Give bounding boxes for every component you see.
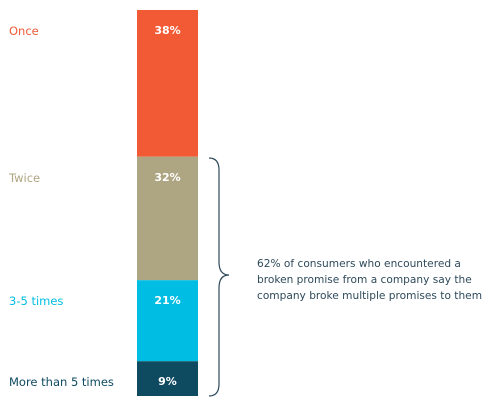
category-label-more-than-5-times: More than 5 times — [9, 375, 114, 390]
curly-brace-icon — [208, 157, 230, 397]
bar-segment-more-than-5-times — [137, 361, 198, 396]
value-label-3-5-times: 21% — [154, 294, 181, 308]
annotation-text: 62% of consumers who encountered a broke… — [257, 258, 483, 302]
category-label-3-5-times: 3-5 times — [9, 294, 64, 309]
stacked-bar — [137, 10, 198, 396]
category-label-twice: Twice — [9, 170, 41, 185]
category-label-once: Once — [9, 24, 39, 38]
bar-segment-once — [137, 10, 198, 157]
value-label-more-than-5-times: 9% — [158, 375, 177, 389]
value-label-once: 38% — [154, 24, 181, 37]
bar-segment-3-5-times — [137, 280, 198, 362]
bar-segment-twice — [137, 156, 198, 281]
value-label-twice: 32% — [154, 170, 181, 184]
